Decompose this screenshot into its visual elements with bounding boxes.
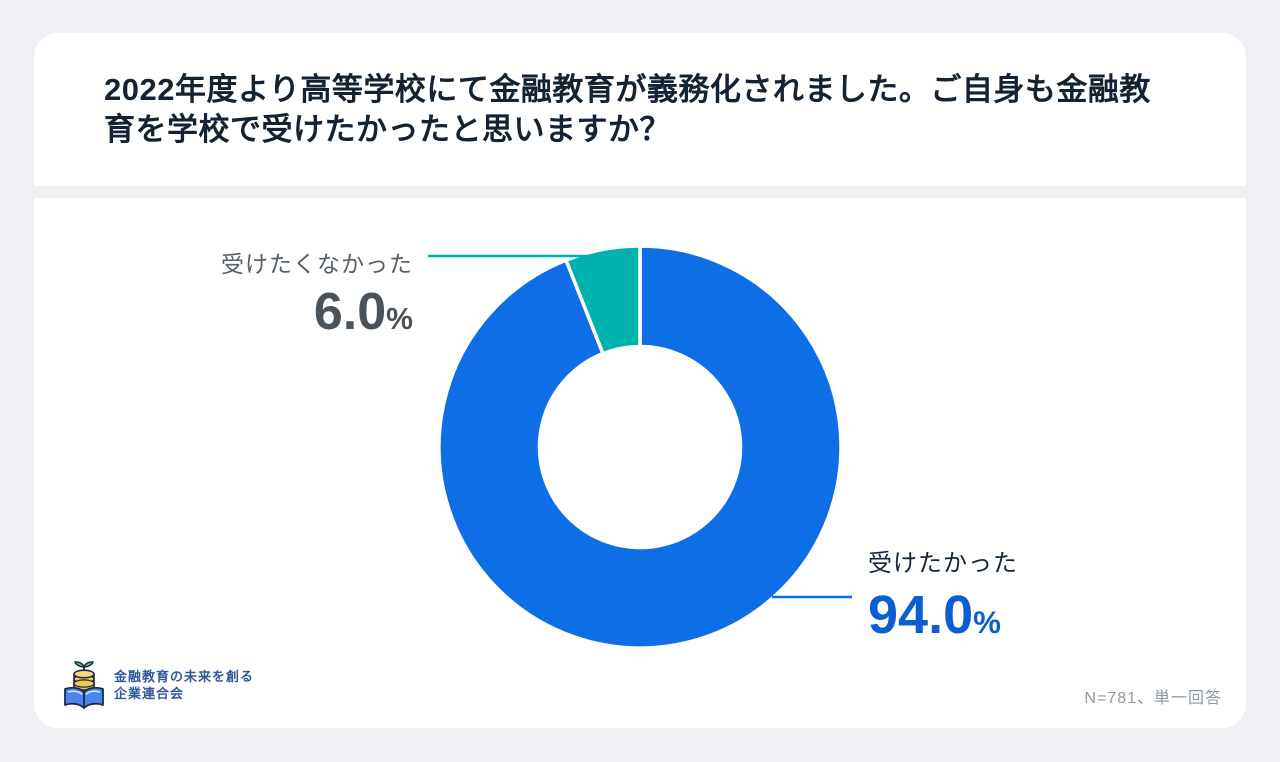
chart-card: 受けたくなかった 6.0% 受けたかった 94.0% 金融教育の未来を創る 企業… — [34, 198, 1246, 728]
category-label-no: 受けたくなかった — [221, 251, 413, 277]
percent-unit-no: % — [386, 303, 413, 336]
question-header-card: 2022年度より高等学校にて金融教育が義務化されました。ご自身も金融教育を学校で… — [34, 33, 1246, 186]
book-with-coins-icon — [64, 661, 104, 709]
category-label-yes: 受けたかった — [868, 550, 1018, 577]
percent-unit-yes: % — [973, 605, 1001, 640]
percent-value-yes: 94.0% — [868, 585, 1001, 645]
donut-slice-受けたくなかった — [564, 244, 642, 356]
sample-size-note: N=781、単一回答 — [1084, 690, 1222, 707]
label-block-yes: 受けたかった 94.0% — [868, 548, 1018, 650]
organization-name: 金融教育の未来を創る 企業連合会 — [114, 668, 254, 702]
percent-value-no: 6.0% — [313, 283, 413, 341]
donut-slice-受けたかった — [437, 244, 843, 650]
organization-name-line2: 企業連合会 — [114, 686, 185, 701]
donut-slices — [437, 244, 843, 650]
label-block-no: 受けたくなかった 6.0% — [34, 248, 413, 346]
organization-name-line1: 金融教育の未来を創る — [114, 669, 255, 684]
organization-logo: 金融教育の未来を創る 企業連合会 — [62, 660, 254, 710]
question-title: 2022年度より高等学校にて金融教育が義務化されました。ご自身も金融教育を学校で… — [104, 71, 1151, 147]
donut-chart — [428, 244, 852, 650]
